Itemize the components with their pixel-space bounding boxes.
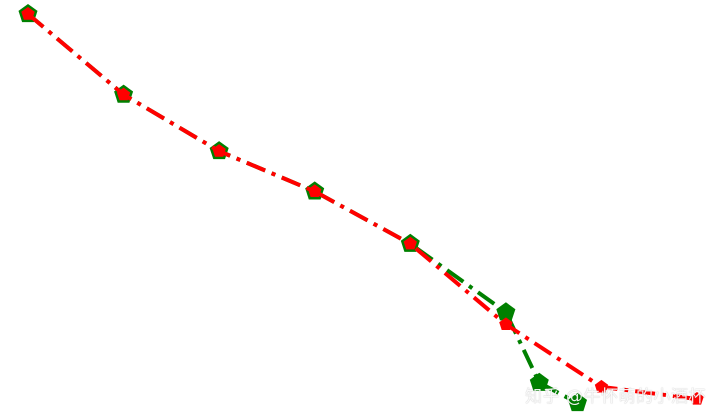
series-line [26,12,698,401]
data-point [594,379,609,393]
data-point [568,393,587,412]
data-point [21,7,35,20]
data-point [212,144,226,157]
series-line [26,12,579,405]
watermark: 知乎 @牛怀萌的小酒杯 [525,387,706,407]
data-point [499,317,513,330]
data-point [496,302,516,321]
series-1 [21,7,704,405]
data-point [690,392,704,405]
data-point [308,184,322,197]
series-0 [18,4,587,412]
data-point [116,87,131,101]
data-point [529,372,549,391]
data-point [403,236,417,250]
